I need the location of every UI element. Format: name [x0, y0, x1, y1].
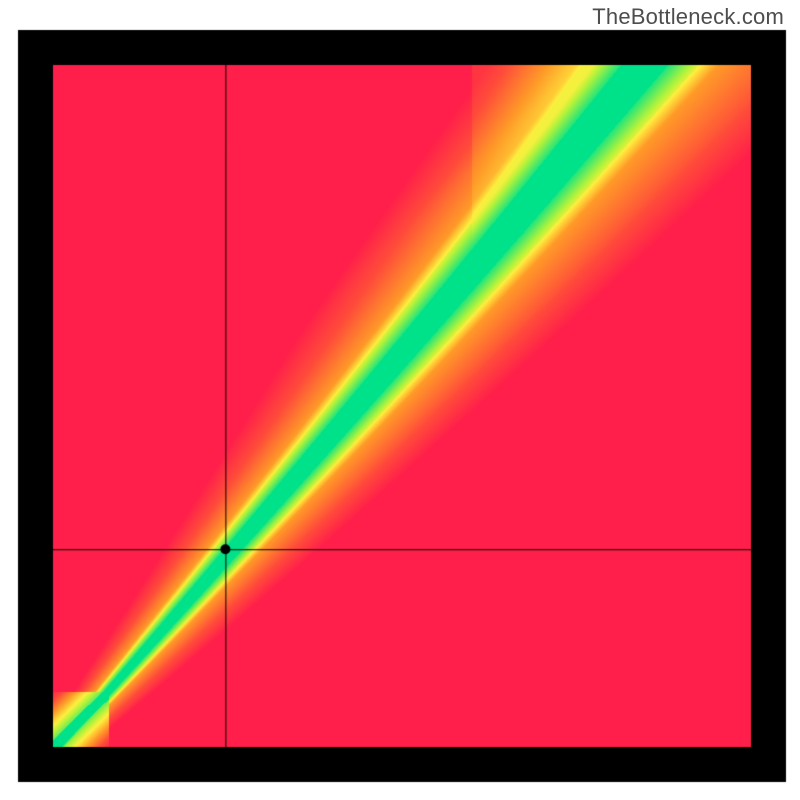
bottleneck-heatmap-canvas — [0, 0, 800, 800]
chart-container: TheBottleneck.com — [0, 0, 800, 800]
watermark-text: TheBottleneck.com — [592, 4, 784, 30]
